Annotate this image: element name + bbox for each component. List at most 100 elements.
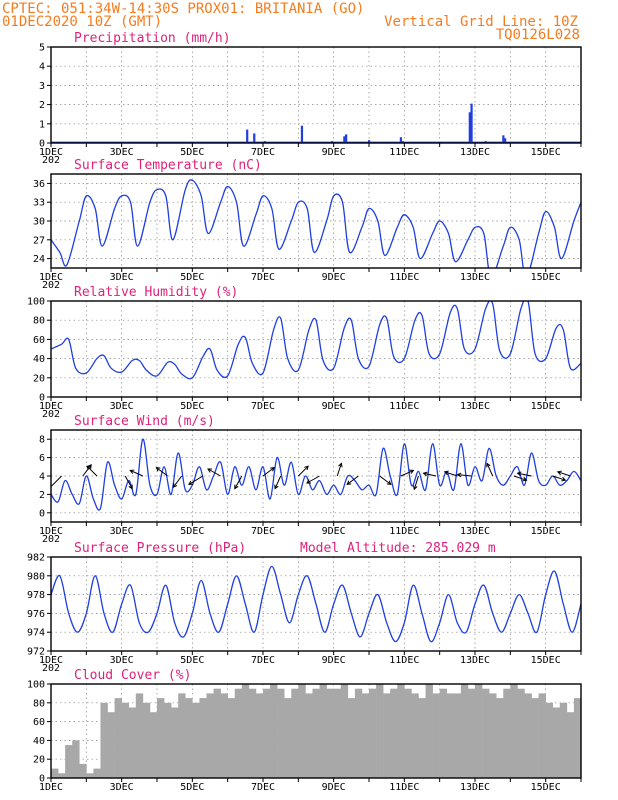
cloud-bar [333,688,342,778]
x-tick-label: 1DEC [39,401,63,412]
wind-arrow-head [422,471,428,477]
cloud-bar [510,684,518,778]
wind-arrow [346,475,359,485]
wind-arrow [130,469,144,477]
y-tick-label: 0 [39,508,45,519]
precip-bar [502,135,505,143]
y-tick-label: 2 [39,100,45,111]
wind-arrow-head [188,480,193,485]
x-tick-label: 3DEC [110,401,134,412]
cloud-bar [545,702,554,778]
x-tick-label: 15DEC [531,272,561,283]
cloud-bar [72,740,80,778]
panel-title: Cloud Cover (%) [74,668,191,683]
y-tick-label: 4 [39,62,45,73]
y-tick-label: 4 [39,472,45,483]
precip-bar [504,138,507,143]
panel-frame [50,300,582,398]
y-tick-label: 6 [39,453,45,464]
wind-arrow-head [386,480,392,486]
cloud-bar [284,698,292,778]
x-tick-label: 9DEC [322,272,346,283]
wind-arrow-head [443,470,449,476]
y-tick-label: 972 [27,647,45,658]
wind-arrow [86,465,98,477]
cloud-bar [446,693,455,778]
wind-arrow-head [556,470,562,476]
x-tick-label: 5DEC [180,401,204,412]
cloud-bar [312,688,320,778]
cloud-bar [566,712,575,778]
x-tick-label: 11DEC [389,782,419,793]
wind-arrow-head [172,483,178,489]
wind-line [51,438,581,511]
y-tick-label: 40 [33,736,45,747]
cloud-bar [227,698,236,778]
cloud-bar [100,702,108,778]
cloud-bar [79,763,87,778]
cloud-bar [220,693,228,778]
x-tick-label: 3DEC [110,782,134,793]
wind-arrow [513,475,527,481]
wind-arrows [51,462,571,491]
header-location: CPTEC: 051:34W-14:30S PROX01: BRITANIA (… [2,1,364,17]
precip-bar [343,136,346,143]
y-tick-label: 100 [27,680,45,691]
wind-arrow-head [306,479,311,484]
x-tick-label: 7DEC [251,782,275,793]
cloud-bar [178,693,186,778]
wind-arrow-head [338,462,343,468]
cloud-bar [503,688,511,778]
cloud-bar [369,688,377,778]
x-tick-label: 1DEC [39,147,63,158]
y-tick-label: 40 [33,354,45,365]
cloud-bar [418,698,426,778]
cloud-bar [496,698,504,778]
precip-bar [470,103,473,143]
cloud-bar [361,693,370,778]
wind-arrow [297,465,309,477]
wind-arrow-head [409,469,415,474]
x-tick-label: 1DEC [39,526,63,537]
y-tick-label: 100 [27,297,45,308]
cloud-bar [234,688,243,778]
x-year-label: 202 [42,280,60,291]
x-tick-label: 13DEC [460,272,490,283]
y-tick-label: 80 [33,316,45,327]
x-tick-label: 3DEC [110,147,134,158]
cloud-bar [439,688,448,778]
cloud-bar [305,693,313,778]
rh-line [51,301,581,380]
x-tick-label: 1DEC [39,272,63,283]
x-tick-label: 7DEC [251,401,275,412]
header-code: TQ0126L028 [496,27,580,43]
wind-arrow-head [456,472,462,478]
header-grid-note: Vertical Grid Line: 10Z [384,14,578,30]
x-tick-label: 7DEC [251,272,275,283]
cloud-bar [206,693,214,778]
precip-bar [253,133,256,143]
y-tick-label: 978 [27,590,45,601]
wind-arrow [262,467,275,477]
cloud-bar [482,688,490,778]
cloud-bar [255,693,264,778]
y-tick-label: 8 [39,435,45,446]
cloud-bar [531,698,539,778]
wind-arrow [156,467,168,477]
wind-arrow-head [516,471,522,477]
panel-title: Precipitation (mm/h) [74,31,231,46]
precip-bar [345,134,348,143]
wind-arrow [234,475,243,489]
y-tick-label: 1 [39,119,45,130]
x-tick-label: 13DEC [460,147,490,158]
wind-arrow [379,475,392,485]
cloud-bar [425,684,433,778]
x-year-label: 202 [42,409,60,420]
cloud-bar [86,773,94,778]
x-year-label: 202 [42,155,60,166]
wind-arrow-head [413,485,418,491]
wind-arrow [444,471,458,477]
wind-arrow-head [207,468,213,473]
cloud-bar [559,702,568,778]
